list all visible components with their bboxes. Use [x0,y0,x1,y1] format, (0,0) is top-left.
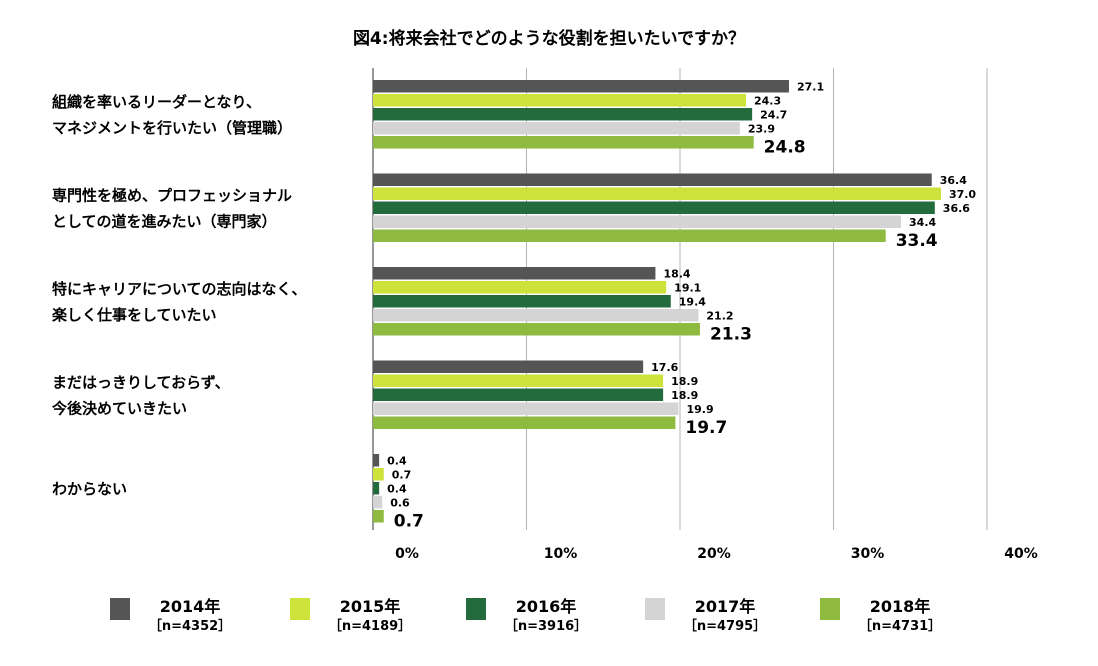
bar [373,402,679,415]
legend-year: 2015年 [340,597,401,616]
category-label: としての道を進みたい（専門家） [52,213,277,231]
legend-sample-size: ［n=4731］ [859,618,941,634]
legend-sample-size: ［n=4352］ [149,618,231,634]
bar [373,281,667,294]
category-labels: 組織を率いるリーダーとなり、マネジメントを行いたい（管理職） 専門性を極め、プロフ… [51,93,307,498]
category-label: 今後決めていきたい [51,400,187,418]
bar [373,454,380,467]
x-axis-ticks: 0% 10% 20% 30% 40% [395,546,1038,562]
legend-swatch [466,598,486,620]
bars [373,80,941,523]
value-label: 36.6 [943,202,970,215]
legend-year: 2016年 [516,597,577,616]
value-label: 0.7 [394,512,424,532]
value-label: 33.4 [896,231,938,251]
value-label: 21.2 [706,309,733,322]
legend-year: 2014年 [160,597,221,616]
legend: 2014年 ［n=4352］ 2015年 ［n=4189］ 2016年 ［n=3916］ 2… [110,597,941,634]
legend-swatch [290,598,310,620]
bar [373,80,789,93]
value-label: 19.7 [685,418,727,438]
legend-sample-size: ［n=3916］ [505,618,587,634]
bar [373,215,902,228]
category-label: 組織を率いるリーダーとなり、 [52,93,261,111]
bar [373,136,754,149]
x-tick-label: 30% [851,546,885,562]
bar [373,108,753,121]
bar [373,323,700,336]
bar [373,482,380,495]
value-label: 24.8 [764,138,806,158]
legend-year: 2018年 [870,597,931,616]
legend-swatch [645,598,665,620]
legend-swatch [110,598,130,620]
bar [373,229,886,242]
x-tick-label: 0% [395,546,419,562]
value-labels: 27.1 24.324.723.9 24.8 36.437.036.6 34.4 33.4… [387,80,976,531]
value-label: 19.1 [674,281,701,294]
value-label: 19.9 [686,403,713,416]
value-label: 34.4 [909,216,936,229]
value-label: 0.4 [387,482,407,495]
bar [373,187,941,200]
legend-sample-size: ［n=4795］ [684,618,766,634]
value-label: 24.3 [754,94,781,107]
value-label: 21.3 [710,325,752,345]
bar [373,309,699,322]
value-label: 18.9 [671,389,698,402]
value-label: 0.7 [392,468,412,481]
bar [373,416,676,429]
bar [373,468,384,481]
x-tick-label: 20% [697,546,731,562]
legend-sample-size: ［n=4189］ [329,618,411,634]
value-label: 0.6 [390,496,410,509]
legend-year: 2017年 [695,597,756,616]
bar [373,374,664,387]
value-label: 37.0 [949,188,976,201]
value-label: 36.4 [940,174,967,187]
value-label: 18.9 [671,375,698,388]
category-label: 特にキャリアについての志向はなく、 [52,280,307,298]
value-label: 19.4 [679,295,706,308]
category-label: マネジメントを行いたい（管理職） [52,119,292,137]
bar [373,360,644,373]
value-label: 0.4 [387,454,407,467]
value-label: 17.6 [651,361,678,374]
value-label: 23.9 [748,122,775,135]
x-tick-label: 40% [1004,546,1038,562]
category-label: 専門性を極め、プロフェッショナル [52,187,292,205]
category-label: わからない [52,480,127,498]
value-label: 27.1 [797,80,824,93]
bar [373,510,384,523]
bar [373,201,935,214]
value-label: 24.7 [760,108,787,121]
bar [373,122,740,135]
bar [373,173,932,186]
x-tick-label: 10% [544,546,578,562]
category-label: 楽しく仕事をしていたい [52,306,217,324]
legend-swatch [820,598,840,620]
value-label: 18.4 [663,267,690,280]
bar [373,94,747,107]
bar [373,267,656,280]
category-label: まだはっきりしておらず、 [52,374,230,392]
bar [373,496,383,509]
chart-title: 図4:将来会社でどのような役割を担いたいですか？ [353,28,745,49]
bar [373,388,664,401]
bar [373,295,671,308]
